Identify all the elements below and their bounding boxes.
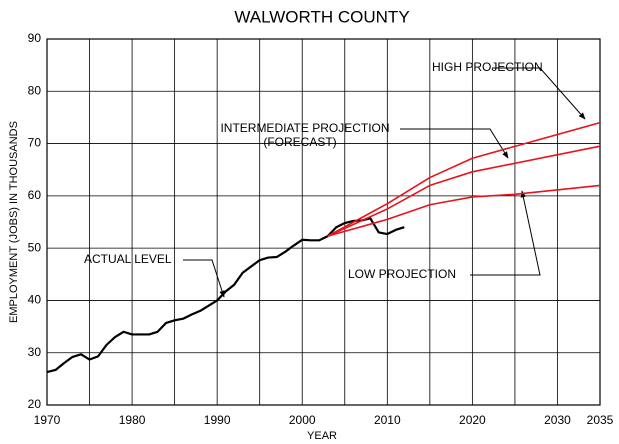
x-tick-label: 1990 [204, 413, 231, 427]
annotation: (FORECAST) [263, 135, 336, 149]
x-tick-label: 2020 [459, 413, 486, 427]
x-tick-label: 2030 [544, 413, 571, 427]
series-label: ACTUAL LEVEL [84, 252, 172, 266]
series-line [327, 184, 601, 237]
leader-lines [183, 67, 586, 298]
y-axis-label: EMPLOYMENT (JOBS) IN THOUSANDS [8, 121, 20, 323]
y-tick-label: 60 [28, 188, 42, 202]
y-tick-label: 40 [28, 293, 42, 307]
x-tick-label: 1980 [119, 413, 146, 427]
x-tick-label: 1970 [34, 413, 61, 427]
series-line [327, 121, 601, 237]
x-tick-label: 2000 [289, 413, 316, 427]
series-line [46, 217, 405, 374]
series-line [327, 145, 601, 237]
leader-line [492, 67, 586, 120]
y-tick-label: 50 [28, 240, 42, 254]
x-tick-label: 2010 [374, 413, 401, 427]
y-tick-label: 90 [28, 31, 42, 45]
y-tick-label: 30 [28, 345, 42, 359]
y-tick-label: 80 [28, 83, 42, 97]
leader-line [470, 190, 541, 276]
x-tick-label: 2035 [587, 413, 614, 427]
y-tick-label: 70 [28, 136, 42, 150]
y-tick-label: 20 [28, 397, 42, 411]
plot-frame [46, 38, 601, 406]
series-label: HIGH PROJECTION [432, 60, 543, 74]
x-axis-label: YEAR [307, 430, 337, 442]
series-label: INTERMEDIATE PROJECTION [220, 121, 389, 135]
leader-line [183, 259, 225, 298]
series-label: LOW PROJECTION [348, 267, 456, 281]
chart-title: WALWORTH COUNTY [234, 7, 409, 26]
